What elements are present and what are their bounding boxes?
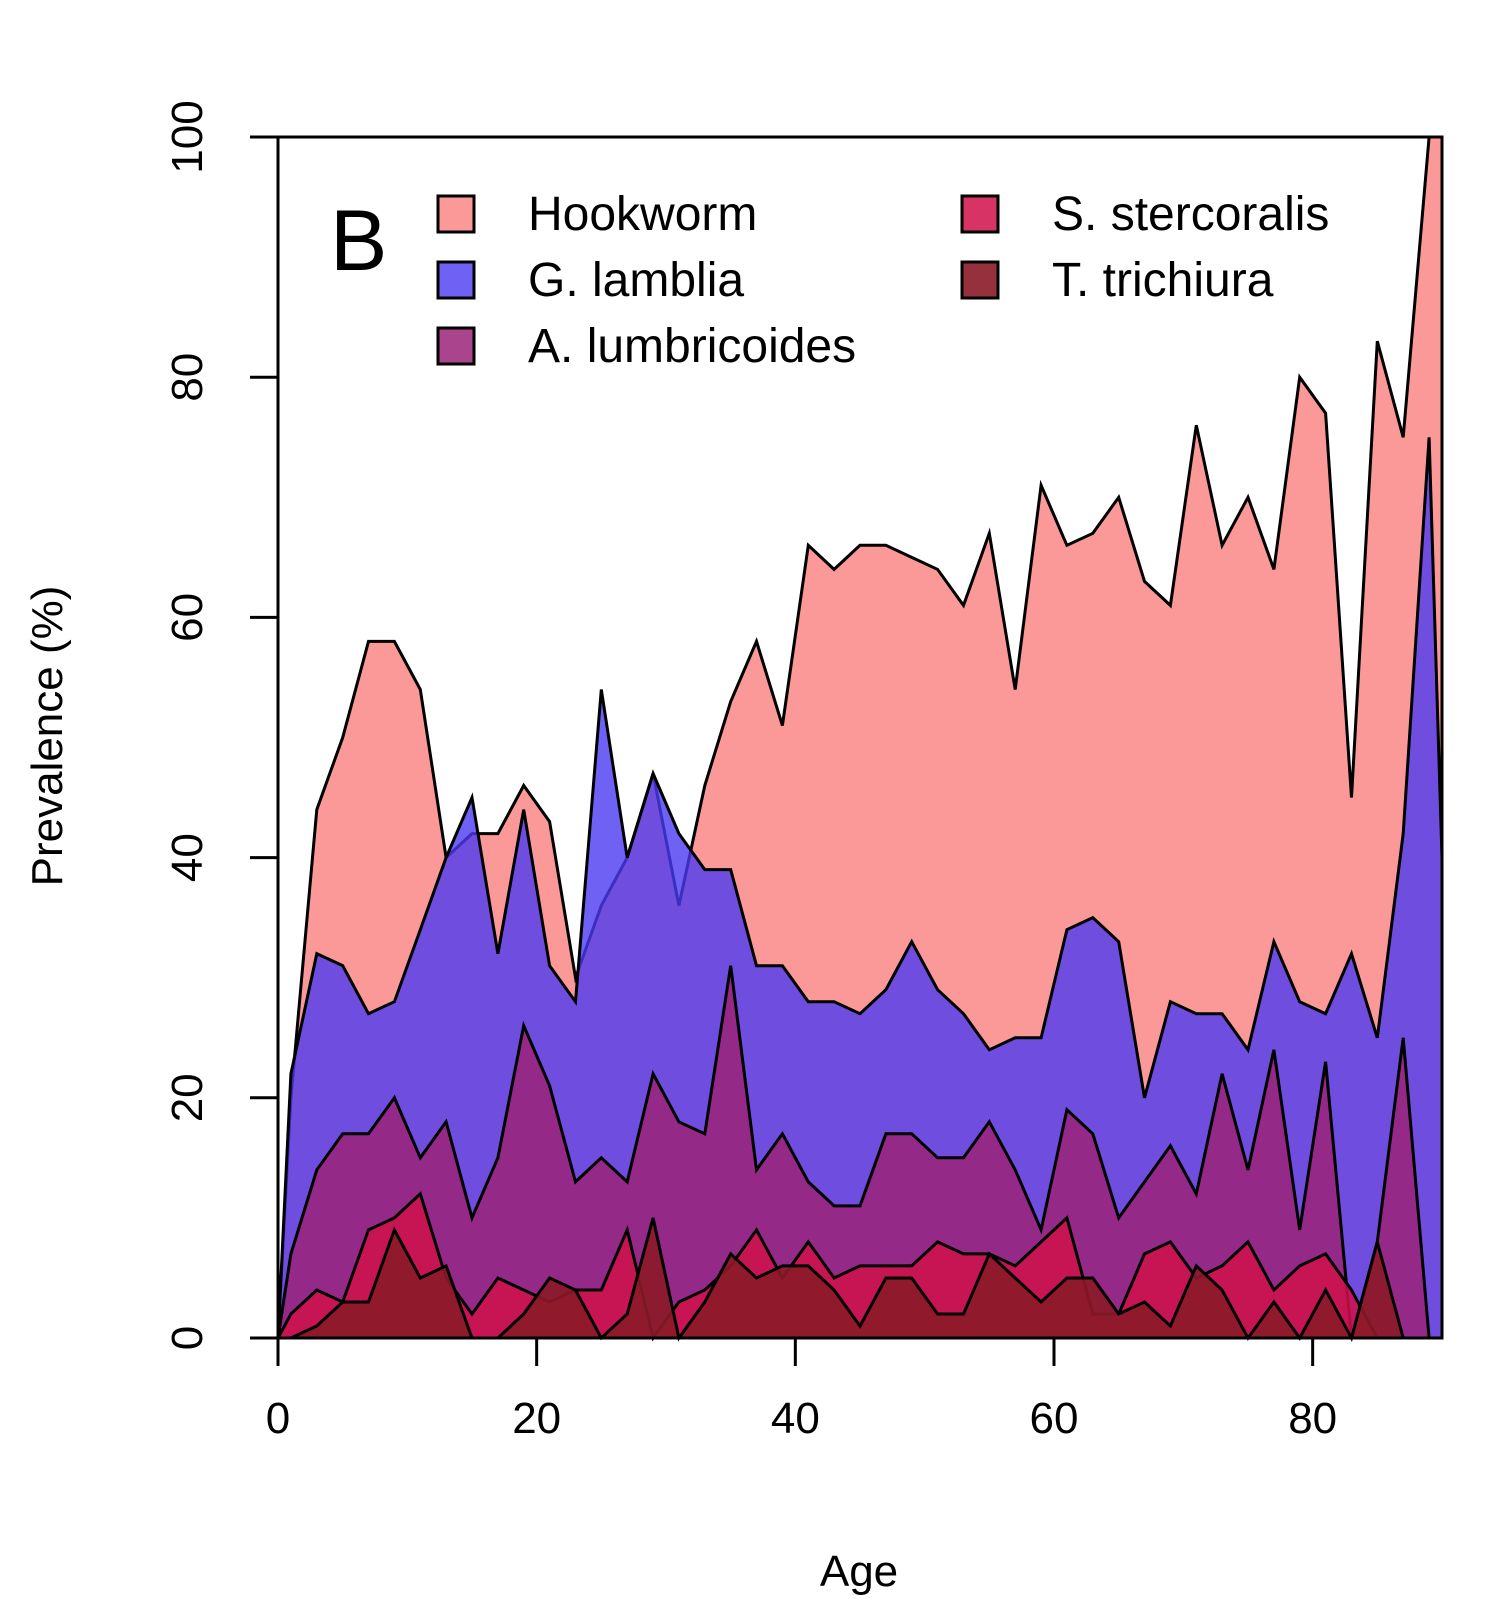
x-axis: 0 20 40 60 80 <box>266 1336 1337 1443</box>
legend-swatch-t-trichiura <box>960 260 1000 300</box>
legend-swatch-g-lamblia <box>436 260 476 300</box>
y-tick-label: 100 <box>163 100 212 173</box>
series-areas <box>275 135 1444 1343</box>
y-tick-label: 0 <box>163 1326 212 1350</box>
legend-label-t-trichiura: T. trichiura <box>1052 254 1274 307</box>
x-tick-label: 20 <box>512 1394 561 1443</box>
x-tick-label: 40 <box>771 1394 820 1443</box>
y-tick-label: 80 <box>163 353 212 402</box>
area-t-trichiura <box>278 1217 1442 1343</box>
y-axis: 0 20 40 60 80 100 <box>163 100 280 1350</box>
legend-label-hookworm: Hookworm <box>528 188 757 241</box>
x-tick-label: 0 <box>266 1394 290 1443</box>
legend-label-a-lumbricoides: A. lumbricoides <box>528 320 856 373</box>
panel-label: B <box>330 193 387 289</box>
y-tick-label: 60 <box>163 593 212 642</box>
legend-label-s-stercoralis: S. stercoralis <box>1052 188 1329 241</box>
legend-swatch-hookworm <box>436 194 476 234</box>
area-a-lumbricoides <box>276 965 1442 1340</box>
y-tick-label: 40 <box>163 833 212 882</box>
y-tick-label: 20 <box>163 1073 212 1122</box>
legend-label-g-lamblia: G. lamblia <box>528 254 744 307</box>
x-tick-label: 60 <box>1030 1394 1079 1443</box>
x-tick-label: 80 <box>1288 1394 1337 1443</box>
area-g-lamblia <box>276 437 1444 1340</box>
legend: Hookworm G. lamblia A. lumbricoides S. ster… <box>436 188 1329 373</box>
legend-swatch-a-lumbricoides <box>436 326 476 366</box>
x-axis-label: Age <box>820 1547 898 1596</box>
legend-swatch-s-stercoralis <box>960 194 1000 234</box>
y-axis-label: Prevalence (%) <box>23 586 72 887</box>
